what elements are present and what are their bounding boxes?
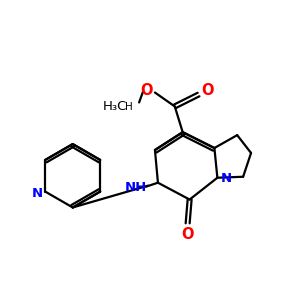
Text: H: H: [125, 102, 133, 112]
Text: N: N: [32, 187, 43, 200]
Text: O: O: [140, 83, 152, 98]
Text: H₃C: H₃C: [103, 100, 128, 113]
Text: NH: NH: [125, 181, 147, 194]
Text: O: O: [182, 227, 194, 242]
Text: N: N: [221, 172, 232, 185]
Text: O: O: [201, 83, 214, 98]
